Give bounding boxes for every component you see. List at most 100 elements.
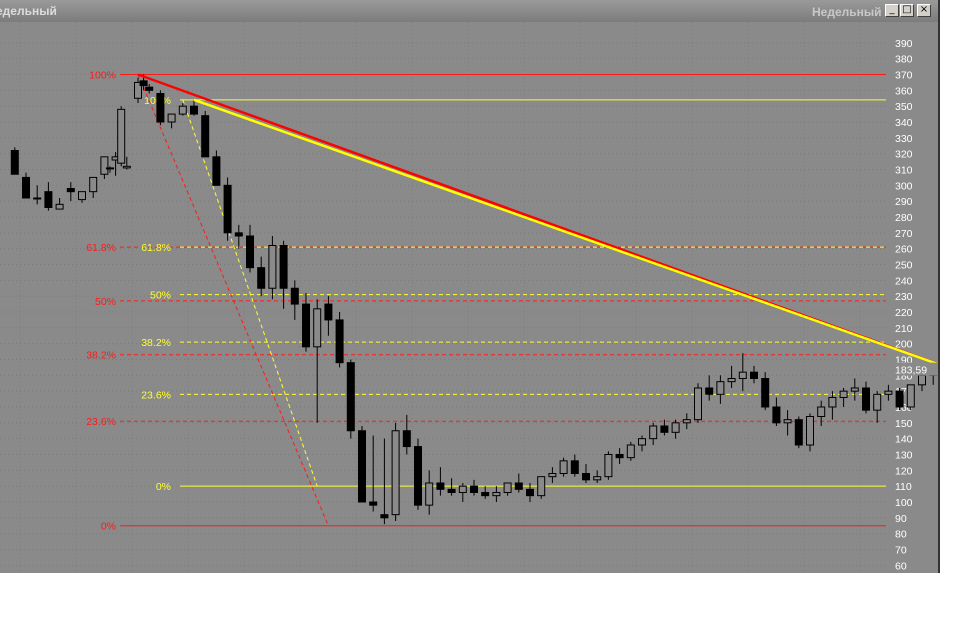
close-button[interactable]: × xyxy=(917,4,931,17)
candle-bear xyxy=(794,419,803,446)
minimize-button[interactable]: _ xyxy=(885,4,899,17)
candle-bull xyxy=(727,377,736,383)
candle-bull xyxy=(873,393,882,411)
candle-bear xyxy=(358,430,366,503)
candle-bull xyxy=(604,453,613,478)
fib-yellow-label: 50% xyxy=(150,290,171,302)
y-tick-label: 370 xyxy=(895,70,913,82)
y-tick-label: 100 xyxy=(895,497,913,509)
y-tick-label: 350 xyxy=(895,101,913,113)
candle-bull xyxy=(593,476,602,481)
y-tick-label: 310 xyxy=(895,164,913,176)
candle-bear xyxy=(750,371,758,379)
candle-bull xyxy=(806,415,814,446)
y-tick-label: 280 xyxy=(895,212,913,224)
y-tick-label: 150 xyxy=(895,418,913,430)
candle-bear xyxy=(526,488,534,497)
window-title-inactive: Недельный xyxy=(812,5,882,19)
candle-bear xyxy=(705,387,714,395)
candle-bear xyxy=(145,86,154,91)
candle-bull xyxy=(817,406,826,417)
candle-bear xyxy=(290,287,299,305)
candle-bear xyxy=(582,472,590,481)
candle-bull xyxy=(268,244,277,289)
candle-bear xyxy=(335,319,344,364)
fib-red-label: 38.2% xyxy=(86,350,116,362)
candle-bear xyxy=(402,430,411,448)
candle-bear xyxy=(369,501,378,506)
last-price-label: 183,59 xyxy=(895,365,927,377)
candle-bull xyxy=(106,167,114,170)
candle-bull xyxy=(828,396,837,408)
candle-bear xyxy=(570,460,579,474)
candle-bull xyxy=(458,485,467,493)
candle-bull xyxy=(425,482,434,506)
candle-bear xyxy=(66,187,75,193)
fib-red-label: 0% xyxy=(101,521,116,533)
candle-bear xyxy=(44,191,53,208)
candle-bear xyxy=(279,244,288,289)
candle-bull xyxy=(100,156,109,175)
fib-yellow-label: 38.2% xyxy=(141,337,171,349)
y-tick-label: 200 xyxy=(895,339,913,351)
y-tick-label: 130 xyxy=(895,449,913,461)
candle-bull xyxy=(671,422,680,433)
y-tick-label: 380 xyxy=(895,54,913,66)
candle-bull xyxy=(167,113,176,123)
candle-bull xyxy=(503,482,512,493)
candle-bear xyxy=(246,235,254,269)
y-tick-label: 340 xyxy=(895,117,913,129)
maximize-button[interactable]: □ xyxy=(900,4,914,17)
candle-bear xyxy=(615,453,624,459)
candle-bull xyxy=(918,374,926,386)
candle-bear xyxy=(302,303,310,348)
fib-yellow-label: 61.8% xyxy=(141,242,171,254)
y-tick-label: 320 xyxy=(895,149,913,161)
fib-red-label: 100% xyxy=(89,70,116,82)
candle-bull xyxy=(178,105,187,115)
candle-bear xyxy=(10,149,19,175)
candle-bear xyxy=(380,514,389,519)
y-tick-label: 330 xyxy=(895,133,913,145)
candle-bull xyxy=(638,438,646,446)
candle-bull xyxy=(548,472,557,478)
window-titlebar[interactable]: едельный Недельный _ □ × xyxy=(0,0,940,22)
candle-bear xyxy=(481,491,490,497)
candle-bear xyxy=(514,482,523,490)
window-border xyxy=(938,0,940,573)
candle-bear xyxy=(324,303,333,321)
candle-bull xyxy=(559,460,568,474)
y-tick-label: 140 xyxy=(895,434,913,446)
y-tick-label: 290 xyxy=(895,196,913,208)
candle-bear xyxy=(470,485,478,493)
candle-bear xyxy=(436,482,445,490)
candle-bull xyxy=(839,390,848,398)
candle-bull xyxy=(122,165,131,169)
y-tick-label: 210 xyxy=(895,323,913,335)
trendline-yellow xyxy=(193,98,940,367)
trendline-red xyxy=(137,73,940,367)
candle-bull xyxy=(626,444,635,459)
candle-bull xyxy=(906,384,915,408)
fib-red-label: 23.6% xyxy=(86,416,116,428)
candle-bear xyxy=(22,176,30,199)
candle-bull xyxy=(537,476,546,497)
candle-bull xyxy=(716,381,725,395)
candle-bull xyxy=(884,390,893,395)
candle-bull xyxy=(55,203,64,210)
candle-bear xyxy=(156,92,165,123)
y-tick-label: 90 xyxy=(895,513,907,525)
window-title: едельный xyxy=(0,4,57,18)
candle-bear xyxy=(257,267,266,289)
y-tick-label: 360 xyxy=(895,85,913,97)
candle-bull xyxy=(649,425,658,440)
y-tick-label: 240 xyxy=(895,275,913,287)
candle-bear xyxy=(346,362,355,432)
candle-bull xyxy=(117,108,126,164)
candle-bull xyxy=(78,191,86,201)
candle-bull xyxy=(391,430,400,516)
candle-bear xyxy=(895,390,904,408)
candle-bear xyxy=(190,105,198,115)
price-chart[interactable]: 60 70 80 90 100 110 120 130 140 150 160 170 180 190 20… xyxy=(0,22,940,573)
candle-bear xyxy=(862,387,870,411)
